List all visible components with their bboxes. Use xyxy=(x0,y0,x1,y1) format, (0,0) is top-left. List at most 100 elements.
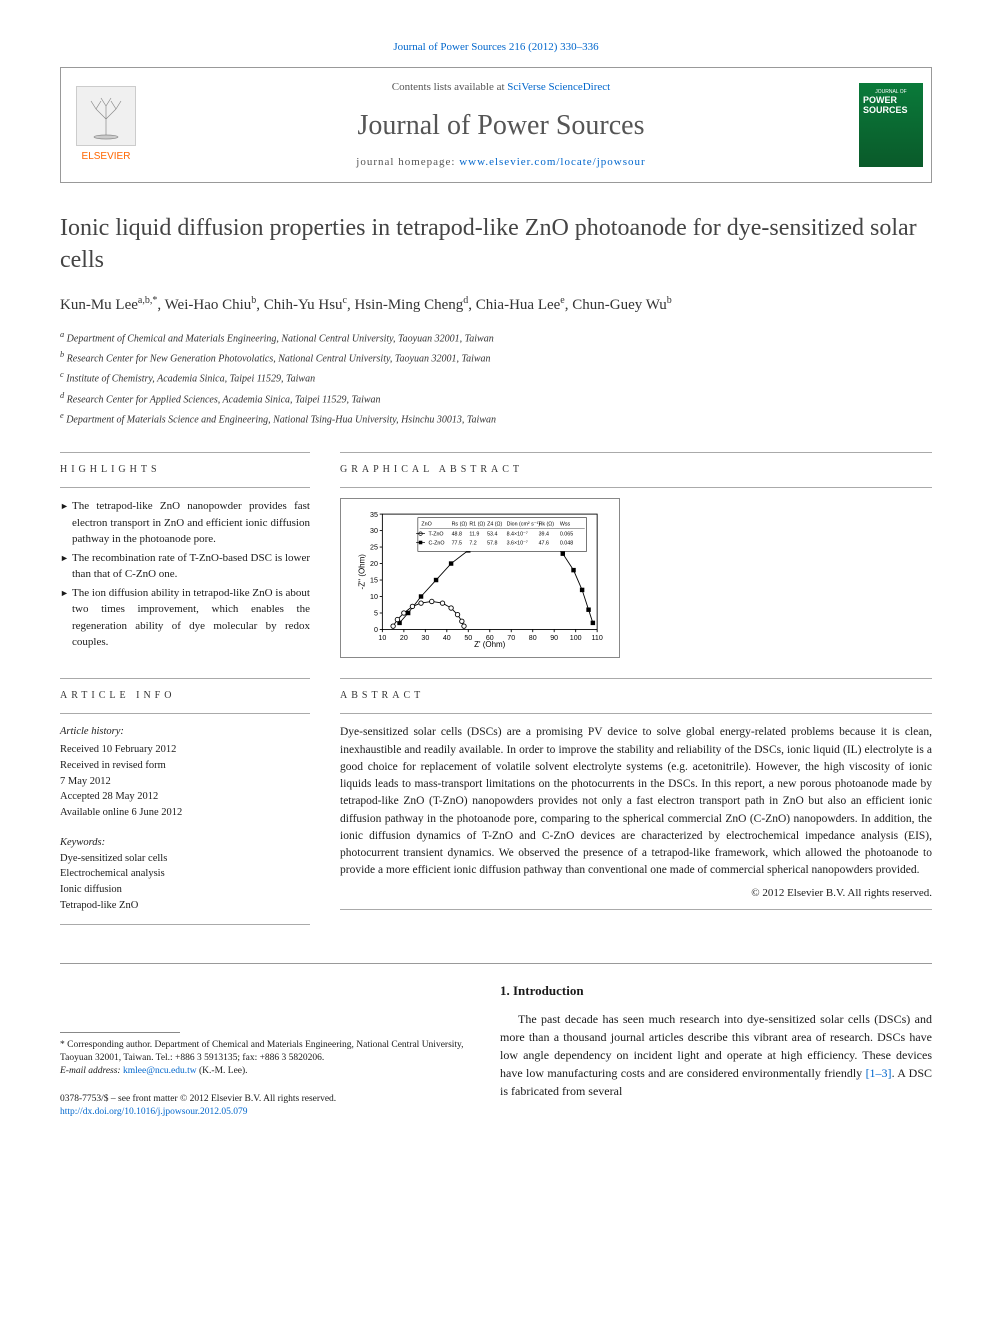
email-link[interactable]: kmlee@ncu.edu.tw xyxy=(123,1066,197,1076)
authors-line: Kun-Mu Leea,b,*, Wei-Hao Chiub, Chih-Yu … xyxy=(60,294,932,316)
article-info-label: ARTICLE INFO xyxy=(60,689,310,703)
footnote-divider xyxy=(60,1032,180,1033)
svg-text:Rk (Ω): Rk (Ω) xyxy=(539,522,555,528)
svg-text:47.6: 47.6 xyxy=(539,541,549,547)
svg-text:30: 30 xyxy=(421,635,429,643)
journal-name: Journal of Power Sources xyxy=(161,106,841,145)
graphical-abstract-label: GRAPHICAL ABSTRACT xyxy=(340,463,932,477)
highlight-item: The tetrapod-like ZnO nanopowder provide… xyxy=(60,498,310,548)
svg-text:20: 20 xyxy=(370,561,378,569)
elsevier-label: ELSEVIER xyxy=(82,150,131,164)
svg-text:Z' (Ohm): Z' (Ohm) xyxy=(474,641,506,650)
contents-prefix: Contents lists available at xyxy=(392,81,507,93)
footer-info: 0378-7753/$ – see front matter © 2012 El… xyxy=(60,1093,470,1120)
svg-text:57.8: 57.8 xyxy=(487,541,497,547)
divider xyxy=(60,487,310,488)
contents-available: Contents lists available at SciVerse Sci… xyxy=(161,80,841,95)
front-matter-line: 0378-7753/$ – see front matter © 2012 El… xyxy=(60,1093,470,1106)
keywords-head: Keywords: xyxy=(60,835,310,851)
svg-text:R1 (Ω): R1 (Ω) xyxy=(469,522,485,528)
email-label: E-mail address: xyxy=(60,1066,123,1076)
svg-text:77.5: 77.5 xyxy=(452,541,462,547)
abstract-label: ABSTRACT xyxy=(340,689,932,703)
svg-text:3.6×10⁻⁷: 3.6×10⁻⁷ xyxy=(507,541,528,547)
article-title: Ionic liquid diffusion properties in tet… xyxy=(60,213,932,275)
svg-text:-Z'' (Ohm): -Z'' (Ohm) xyxy=(358,554,367,590)
svg-text:Z4 (Ω): Z4 (Ω) xyxy=(487,522,502,528)
cover-thumbnail: JOURNAL OF POWER SOURCES xyxy=(859,83,923,167)
journal-homepage: journal homepage: www.elsevier.com/locat… xyxy=(161,155,841,170)
svg-text:8.4×10⁻⁷: 8.4×10⁻⁷ xyxy=(507,532,528,538)
keywords-list: Dye-sensitized solar cellsElectrochemica… xyxy=(60,851,310,914)
affiliations: a Department of Chemical and Materials E… xyxy=(60,328,932,429)
svg-text:80: 80 xyxy=(529,635,537,643)
highlight-item: The ion diffusion ability in tetrapod-li… xyxy=(60,585,310,651)
svg-text:0: 0 xyxy=(374,627,378,635)
svg-text:25: 25 xyxy=(370,544,378,552)
doi-link[interactable]: http://dx.doi.org/10.1016/j.jpowsour.201… xyxy=(60,1107,247,1117)
highlights-label: HIGHLIGHTS xyxy=(60,463,310,477)
elsevier-tree-icon xyxy=(76,86,136,146)
journal-reference: Journal of Power Sources 216 (2012) 330–… xyxy=(60,40,932,55)
journal-ref-link[interactable]: Journal of Power Sources 216 (2012) 330–… xyxy=(393,41,598,53)
svg-text:50: 50 xyxy=(464,635,472,643)
article-info: Article history: Received 10 February 20… xyxy=(60,724,310,913)
svg-text:0.048: 0.048 xyxy=(560,541,573,547)
svg-text:35: 35 xyxy=(370,511,378,519)
svg-text:10: 10 xyxy=(378,635,386,643)
elsevier-logo-block: ELSEVIER xyxy=(61,68,151,182)
divider xyxy=(60,924,310,925)
divider xyxy=(340,452,932,453)
journal-header-box: ELSEVIER Contents lists available at Sci… xyxy=(60,67,932,183)
abstract-text: Dye-sensitized solar cells (DSCs) are a … xyxy=(340,724,932,879)
full-width-divider xyxy=(60,963,932,964)
copyright-line: © 2012 Elsevier B.V. All rights reserved… xyxy=(340,886,932,901)
homepage-prefix: journal homepage: xyxy=(356,156,459,168)
svg-text:Dion (cm² s⁻¹): Dion (cm² s⁻¹) xyxy=(507,522,541,528)
homepage-link[interactable]: www.elsevier.com/locate/jpowsour xyxy=(459,156,645,168)
svg-text:90: 90 xyxy=(550,635,558,643)
svg-text:11.9: 11.9 xyxy=(469,532,479,538)
corresponding-author-footnote: * Corresponding author. Department of Ch… xyxy=(60,1039,470,1066)
divider xyxy=(60,678,310,679)
divider xyxy=(60,713,310,714)
divider xyxy=(60,452,310,453)
divider xyxy=(340,678,932,679)
journal-cover: JOURNAL OF POWER SOURCES xyxy=(851,68,931,182)
svg-text:ZnO: ZnO xyxy=(421,522,431,528)
svg-text:C-ZnO: C-ZnO xyxy=(429,541,445,547)
svg-text:Rs (Ω): Rs (Ω) xyxy=(452,522,468,528)
svg-text:20: 20 xyxy=(400,635,408,643)
svg-text:110: 110 xyxy=(591,635,602,643)
divider xyxy=(340,713,932,714)
svg-text:0.065: 0.065 xyxy=(560,532,573,538)
email-suffix: (K.-M. Lee). xyxy=(197,1066,248,1076)
header-center: Contents lists available at SciVerse Sci… xyxy=(151,68,851,182)
svg-text:53.4: 53.4 xyxy=(487,532,497,538)
svg-text:40: 40 xyxy=(443,635,451,643)
svg-text:39.4: 39.4 xyxy=(539,532,549,538)
svg-text:7.2: 7.2 xyxy=(469,541,476,547)
svg-text:10: 10 xyxy=(370,594,378,602)
introduction-heading: 1. Introduction xyxy=(500,982,932,1000)
svg-text:Wss: Wss xyxy=(560,522,571,528)
highlight-item: The recombination rate of T-ZnO-based DS… xyxy=(60,550,310,583)
divider xyxy=(340,487,932,488)
sciencedirect-link[interactable]: SciVerse ScienceDirect xyxy=(507,81,610,93)
article-history-head: Article history: xyxy=(60,724,310,740)
cover-title: POWER SOURCES xyxy=(863,96,919,116)
svg-text:30: 30 xyxy=(370,528,378,536)
svg-text:100: 100 xyxy=(570,635,582,643)
article-history-lines: Received 10 February 2012Received in rev… xyxy=(60,742,310,821)
svg-text:T-ZnO: T-ZnO xyxy=(429,532,444,538)
highlights-list: The tetrapod-like ZnO nanopowder provide… xyxy=(60,498,310,651)
citation-link[interactable]: [1–3] xyxy=(866,1066,892,1080)
introduction-paragraph: The past decade has seen much research i… xyxy=(500,1010,932,1100)
svg-text:48.8: 48.8 xyxy=(452,532,462,538)
svg-text:5: 5 xyxy=(374,610,378,618)
email-footnote: E-mail address: kmlee@ncu.edu.tw (K.-M. … xyxy=(60,1065,470,1078)
svg-text:70: 70 xyxy=(507,635,515,643)
svg-text:15: 15 xyxy=(370,577,378,585)
divider xyxy=(340,909,932,910)
graphical-abstract-chart: 10203040506070809010011005101520253035Z'… xyxy=(340,498,620,658)
